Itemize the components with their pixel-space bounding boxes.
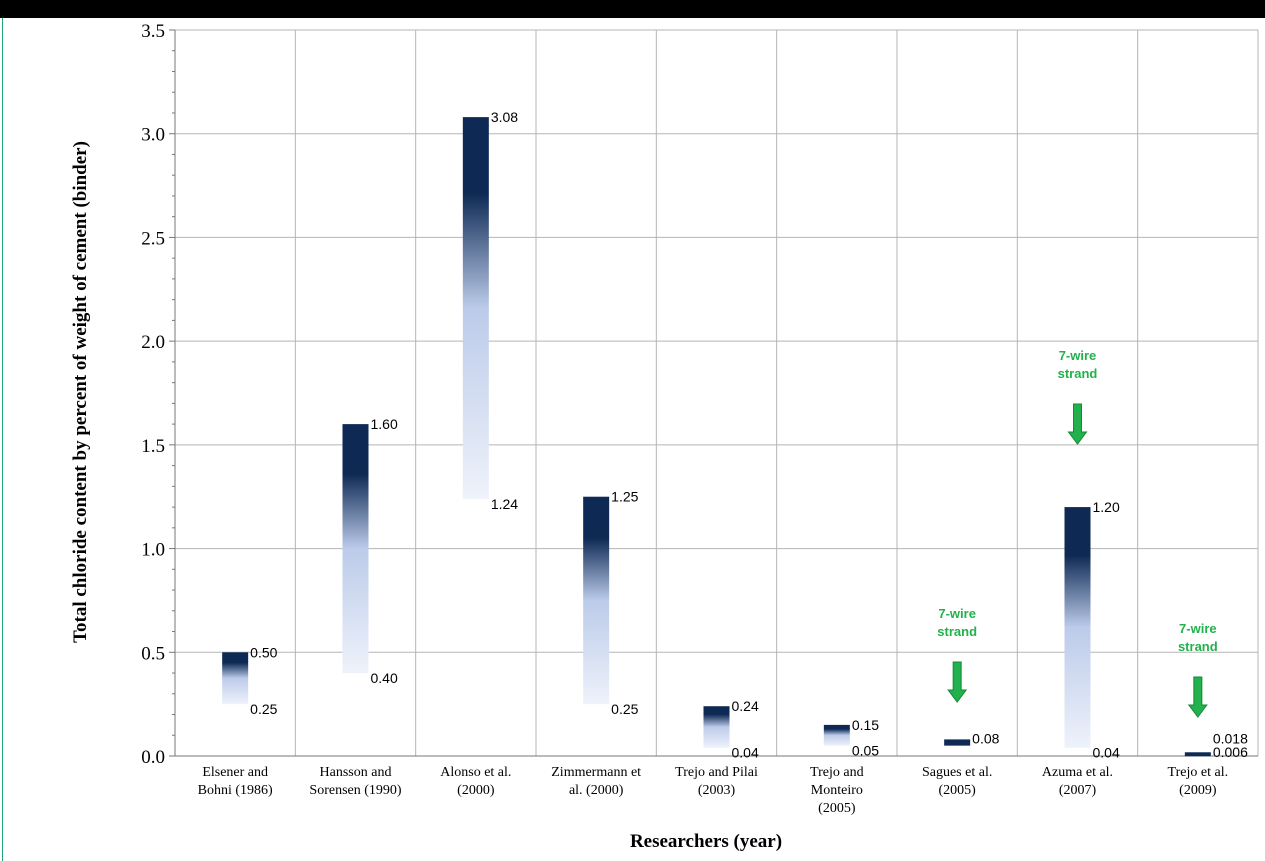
down-arrow-icon <box>947 661 968 703</box>
x-category-label: (2000) <box>457 783 495 798</box>
y-tick-label: 2.0 <box>141 332 165 353</box>
bar-high-label: 0.08 <box>972 730 999 746</box>
down-arrow-icon <box>1067 403 1088 445</box>
left-border-line <box>2 18 3 861</box>
x-category-label: (2009) <box>1179 783 1217 798</box>
bar-low-label: 0.25 <box>611 701 638 717</box>
down-arrow-icon <box>1187 676 1208 718</box>
y-tick-label: 0.0 <box>141 747 165 768</box>
annotation-label: 7-wire <box>1059 348 1097 363</box>
range-bar <box>222 652 249 705</box>
annotation-label: 7-wire <box>938 606 976 621</box>
bar-low-label: 1.24 <box>491 496 518 512</box>
y-tick-label: 3.0 <box>141 125 165 146</box>
bar-high-label: 0.24 <box>732 698 759 714</box>
range-bar <box>583 496 610 705</box>
x-category-label: Zimmermann et <box>551 765 641 780</box>
range-bar <box>342 424 369 674</box>
bar-high-label: 0.15 <box>852 717 879 733</box>
gridlines <box>174 29 1259 757</box>
x-category-label: Sagues et al. <box>922 765 992 780</box>
range-bar <box>703 706 730 748</box>
bar-low-label: 0.05 <box>852 743 879 759</box>
y-tick-label: 1.5 <box>141 436 165 457</box>
bars <box>222 117 1211 757</box>
annotation-label: strand <box>1178 639 1218 654</box>
bar-low-label: 0.04 <box>732 745 759 761</box>
x-axis-category-labels: Elsener and Bohni (1986) Hansson and Sorens… <box>198 765 1228 816</box>
x-axis-title: Researchers (year) <box>630 831 782 852</box>
range-bar <box>944 739 971 746</box>
bar-low-label: 0.04 <box>1093 745 1120 761</box>
y-axis-title: Total chloride content by percent of wei… <box>70 141 91 643</box>
x-category-label: (2005) <box>939 783 977 798</box>
bar-high-label: 0.018 <box>1213 730 1248 746</box>
x-category-label: Alonso et al. <box>440 765 511 780</box>
bar-low-label: 0.006 <box>1213 744 1248 760</box>
range-bar <box>462 117 489 499</box>
data-labels: 0.50 0.25 1.60 0.40 3.08 1.24 1.25 0.25 0.24 0.04… <box>250 109 1248 761</box>
x-category-label: Azuma et al. <box>1042 765 1113 780</box>
bar-high-label: 1.60 <box>371 416 398 432</box>
y-tick-label: 1.0 <box>141 540 165 561</box>
bar-high-label: 1.20 <box>1093 499 1120 515</box>
annotations: 7-wire strand 7-wire strand 7-wire strand <box>937 348 1218 718</box>
y-tick-label: 0.5 <box>141 643 165 664</box>
annotation-label: strand <box>937 624 977 639</box>
range-bar <box>1184 752 1211 757</box>
bar-high-label: 3.08 <box>491 109 518 125</box>
x-category-label: (2003) <box>698 783 736 798</box>
x-category-label: Trejo and <box>810 765 864 780</box>
x-category-label: Hansson and <box>320 765 392 780</box>
bar-high-label: 1.25 <box>611 489 638 505</box>
top-black-bar <box>0 0 1265 18</box>
bar-low-label: 0.25 <box>250 701 277 717</box>
x-category-label: Trejo et al. <box>1168 765 1229 780</box>
annotation-label: strand <box>1058 366 1098 381</box>
bar-low-label: 0.40 <box>371 670 398 686</box>
y-tick-label: 2.5 <box>141 228 165 249</box>
y-axis-ticks: 0.0 0.5 1.0 1.5 2.0 2.5 3.0 3.5 <box>141 21 175 768</box>
x-category-label: Bohni (1986) <box>198 783 273 798</box>
range-bar <box>1064 507 1091 748</box>
x-category-label: Trejo and Pilai <box>675 765 758 780</box>
x-category-label: (2007) <box>1059 783 1097 798</box>
x-category-label: Elsener and <box>202 765 268 780</box>
x-category-label: al. (2000) <box>569 783 624 798</box>
x-category-label: (2005) <box>818 801 856 816</box>
annotation-label: 7-wire <box>1179 621 1217 636</box>
x-category-label: Sorensen (1990) <box>309 783 401 798</box>
x-category-label: Monteiro <box>811 783 863 798</box>
range-bar <box>823 724 850 746</box>
bar-high-label: 0.50 <box>250 644 277 660</box>
y-tick-label: 3.5 <box>141 21 165 42</box>
